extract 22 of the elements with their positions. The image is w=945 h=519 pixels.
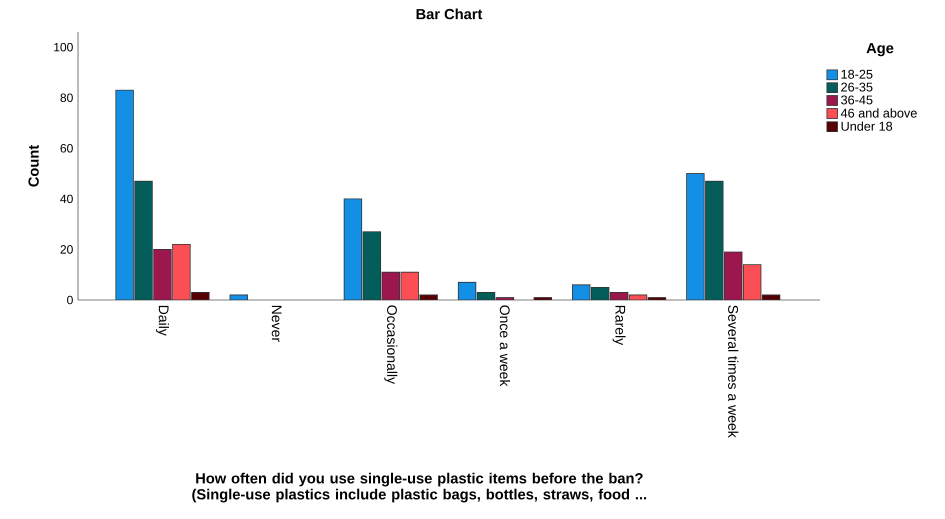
y-tick-label: 0: [67, 296, 73, 304]
y-tick-label: 40: [60, 194, 73, 204]
y-tick-label: 80: [60, 93, 73, 102]
legend-label: Under 18: [842, 121, 892, 131]
y-tick-label: 100: [54, 42, 73, 52]
legend-label: 26-35: [841, 82, 872, 92]
x-tick-label: Occasionally: [384, 305, 398, 384]
legend-title: Age: [866, 43, 894, 56]
x-axis-title: How often did you use single-use plastic items before the ban? (Single-use plastics include plastic bags, bottles, straws, food ...: [192, 472, 646, 502]
x-tick-label: Daily: [156, 306, 169, 336]
bar: [230, 294, 248, 300]
y-axis-title: Count: [28, 145, 39, 187]
legend-label: 18-25: [842, 70, 872, 79]
x-tick-label: Never: [272, 306, 282, 342]
y-tick-label: 60: [60, 144, 73, 153]
x-tick-label: Once a week: [500, 305, 510, 386]
legend-label: 36-45: [841, 95, 872, 104]
legend-label: 46 and above: [840, 108, 917, 118]
chart-title: Bar Chart: [416, 8, 482, 20]
y-tick-label: 20: [60, 245, 73, 254]
x-tick-label: Several times a week: [728, 305, 738, 438]
x-tick-label: Rarely: [612, 306, 626, 346]
